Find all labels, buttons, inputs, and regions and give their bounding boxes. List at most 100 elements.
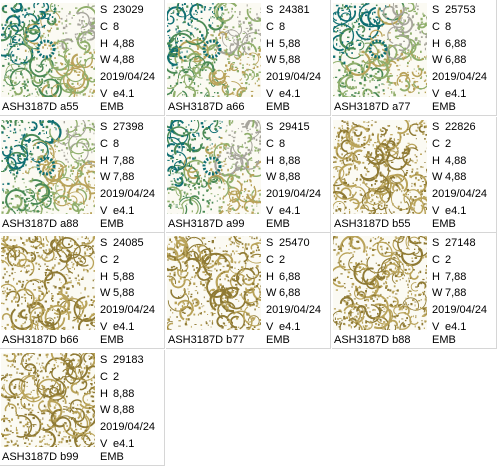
date-value-row: 2019/04/24 <box>100 186 155 203</box>
color-count-label: C <box>432 252 445 269</box>
design-file-name: ASH3187D a88 <box>2 216 98 232</box>
embroidery-preview-thumbnail[interactable] <box>167 3 261 97</box>
lace-pattern-image <box>333 120 427 214</box>
height-value-label: H <box>432 36 445 53</box>
width-value: 7,88 <box>113 171 134 183</box>
date-value: 2019/04/24 <box>432 304 487 316</box>
height-value-label: H <box>100 153 113 170</box>
lace-pattern-image <box>1 3 95 97</box>
height-value-label: H <box>266 153 279 170</box>
height-value: 6,88 <box>279 271 300 283</box>
color-count: 8 <box>113 21 119 33</box>
embroidery-preview-thumbnail[interactable] <box>333 236 427 330</box>
color-count: 8 <box>445 21 451 33</box>
embroidery-preview-thumbnail[interactable] <box>1 353 95 447</box>
embroidery-preview-thumbnail[interactable] <box>1 236 95 330</box>
embroidery-preview-thumbnail[interactable] <box>1 3 95 97</box>
embroidery-preview-thumbnail[interactable] <box>333 120 427 214</box>
color-count: 2 <box>445 138 451 150</box>
stitch-count: 25753 <box>445 4 476 16</box>
height-value: 8,88 <box>279 155 300 167</box>
design-file-name: ASH3187D a55 <box>2 99 98 115</box>
stitch-count: 24381 <box>279 4 310 16</box>
width-value-label: W <box>100 285 113 302</box>
date-value: 2019/04/24 <box>100 188 155 200</box>
width-value-label: W <box>432 52 445 69</box>
width-value: 7,88 <box>445 287 466 299</box>
embroidery-preview-thumbnail[interactable] <box>1 120 95 214</box>
height-value-label: H <box>100 36 113 53</box>
file-format: EMB <box>266 332 290 348</box>
height-value: 5,88 <box>113 271 134 283</box>
stitch-count: 29183 <box>113 354 144 366</box>
stitch-count-label: S <box>266 119 279 136</box>
color-count-label: C <box>432 19 445 36</box>
height-value-label: H <box>432 153 445 170</box>
color-count: 8 <box>113 138 119 150</box>
date-value-row: 2019/04/24 <box>266 186 321 203</box>
embroidery-preview-thumbnail[interactable] <box>167 120 261 214</box>
design-file-name: ASH3187D a66 <box>168 99 264 115</box>
lace-pattern-image <box>333 236 427 330</box>
date-value: 2019/04/24 <box>266 304 321 316</box>
embroidery-preview-thumbnail[interactable] <box>167 236 261 330</box>
file-format: EMB <box>100 216 124 232</box>
width-value: 5,88 <box>113 287 134 299</box>
embroidery-preview-thumbnail[interactable] <box>333 3 427 97</box>
lace-pattern-image <box>1 120 95 214</box>
width-value-label: W <box>266 52 279 69</box>
color-count-label: C <box>100 19 113 36</box>
stitch-count-label: S <box>100 2 113 19</box>
file-format: EMB <box>432 99 456 115</box>
width-value: 4,88 <box>445 171 466 183</box>
stitch-count-label: S <box>432 2 445 19</box>
width-value: 8,88 <box>113 404 134 416</box>
color-count-label: C <box>100 252 113 269</box>
stitch-count: 25470 <box>279 237 310 249</box>
color-count: 2 <box>113 371 119 383</box>
lace-pattern-image <box>167 236 261 330</box>
color-count-label: C <box>266 19 279 36</box>
design-file-name: ASH3187D a77 <box>334 99 430 115</box>
height-value-label: H <box>266 36 279 53</box>
